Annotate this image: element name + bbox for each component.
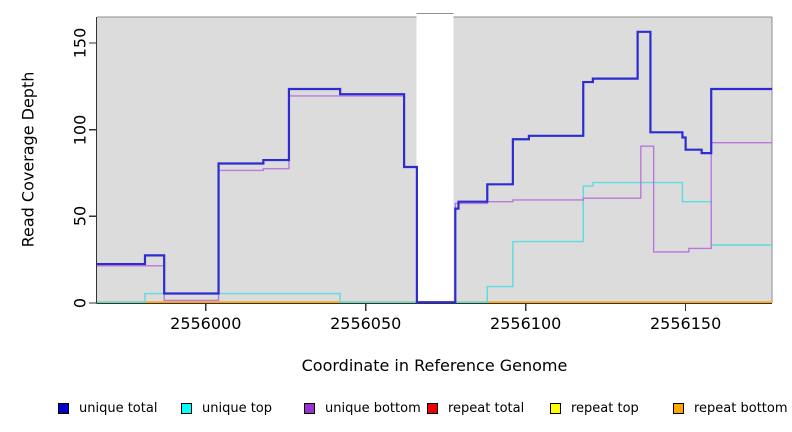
legend-swatch	[427, 402, 438, 414]
x-tick-label: 2556050	[330, 314, 402, 333]
series-unique-bottom	[97, 95, 772, 303]
legend-item-unique-total: unique total	[58, 398, 157, 418]
y-tick-label: 50	[70, 206, 90, 227]
series-unique-top	[97, 181, 772, 303]
legend-swatch	[304, 402, 315, 414]
legend-label: repeat total	[448, 400, 525, 416]
legend-swatch	[58, 402, 69, 414]
legend-label: unique bottom	[325, 400, 421, 416]
x-tick-label: 2556150	[649, 314, 722, 333]
legend-swatch	[673, 402, 684, 414]
y-tick-label: 150	[70, 27, 90, 59]
y-tick-label: 0	[70, 297, 90, 309]
x-axis-title: Coordinate in Reference Genome	[301, 356, 568, 375]
x-tick-label: 2556100	[490, 314, 562, 333]
gap-band	[416, 13, 454, 303]
legend-label: repeat bottom	[694, 400, 788, 416]
legend-item-repeat-bottom: repeat bottom	[673, 398, 788, 418]
legend-item-repeat-total: repeat total	[427, 398, 524, 418]
legend-swatch	[550, 402, 561, 414]
y-axis-title: Read Coverage Depth	[18, 71, 38, 248]
legend: unique total unique top unique bottom repea…	[0, 398, 792, 420]
legend-item-repeat-top: repeat top	[550, 398, 639, 418]
legend-swatch	[181, 402, 192, 414]
x-tick-label: 2556000	[170, 314, 242, 333]
legend-label: unique total	[79, 400, 158, 416]
legend-label: unique top	[202, 400, 273, 416]
legend-label: repeat top	[571, 400, 639, 416]
legend-item-unique-bottom: unique bottom	[304, 398, 421, 418]
legend-item-unique-top: unique top	[181, 398, 272, 418]
y-tick-label: 100	[70, 114, 90, 145]
series-unique-total	[97, 30, 772, 304]
